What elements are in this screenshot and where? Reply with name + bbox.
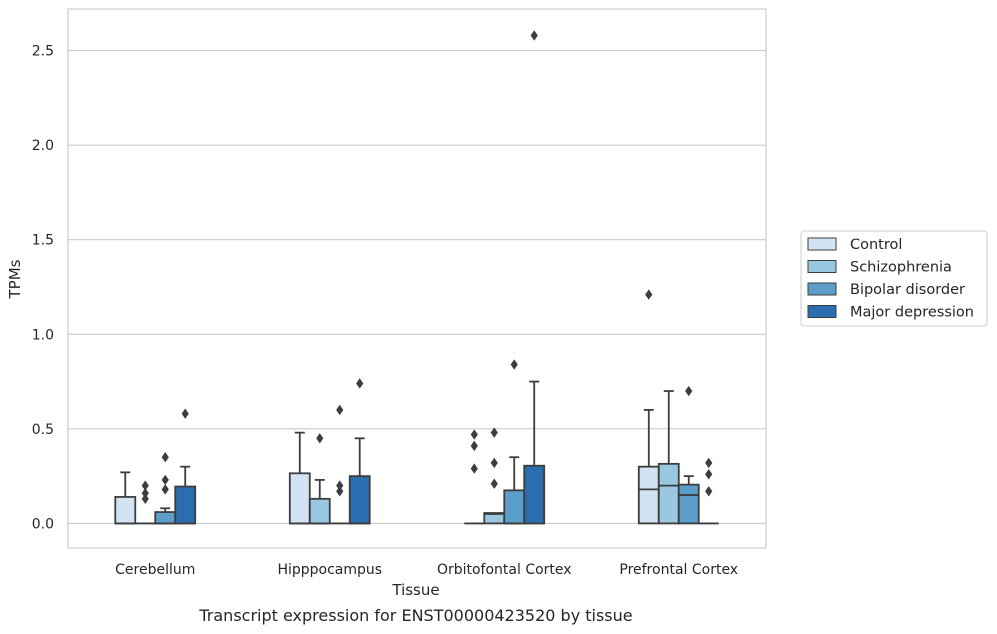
box-1-4 [637,289,660,525]
outlier-point [490,427,498,438]
y-tick-label: 2.5 [32,44,54,60]
box-2-4 [657,390,680,525]
x-tick-label: Cerebellum [115,562,195,578]
box-3-4 [677,385,700,525]
box-2-2 [308,433,331,525]
legend-label: Control [850,237,902,253]
box-2-1 [135,480,156,525]
outlier-point [530,30,538,41]
legend-label: Bipolar disorder [850,282,965,298]
box-2-3 [483,427,506,525]
y-axis-label: TPMs [6,259,24,299]
x-tick-label: Hipppocampus [277,562,382,578]
y-tick-label: 2.0 [32,138,54,154]
box-iqr [348,475,371,525]
outlier-point [470,463,478,474]
outlier-point [316,433,324,444]
outlier-point [161,484,169,495]
outlier-point [470,440,478,452]
plot-frame [67,8,767,549]
legend-swatch [807,237,837,251]
box-4-1 [174,408,197,525]
outlier-point [161,452,169,463]
box-3-3 [503,359,526,525]
box-iqr [637,465,660,525]
outlier-point [336,480,344,491]
legend-frame [800,230,988,327]
outlier-point [510,359,518,370]
outlier-point [490,457,498,469]
outlier-point [356,378,364,389]
legend-swatch [807,260,837,273]
box-iqr [308,497,331,525]
box-iqr [174,485,197,525]
y-tick-label: 0.0 [32,516,54,532]
chart-caption: Transcript expression for ENST0000042352… [199,606,633,625]
y-tick-label: 1.5 [32,233,54,249]
legend: Control Schizophrenia Bipolar disorder Majo… [800,230,988,327]
outlier-point [470,429,478,440]
outlier-point [161,474,169,486]
legend-label: Schizophrenia [850,260,952,276]
box-iqr [154,511,177,525]
box-1-2 [288,431,311,525]
y-gridlines [68,50,766,524]
x-tick-labels: Cerebellum Hipppocampus Orbitofontal Corte… [115,562,738,578]
legend-swatch [807,282,837,296]
outlier-point [141,487,149,499]
outlier-point [705,469,713,480]
box-4-3 [523,30,546,525]
outlier-point [645,289,653,300]
x-tick-label: Prefrontal Cortex [619,562,738,578]
boxes [114,30,719,525]
outlier-point [705,457,713,469]
y-tick-label: 0.5 [32,422,54,438]
box-iqr [677,483,700,525]
outlier-point [685,385,693,397]
legend-swatch [807,305,837,318]
box-iqr [657,462,680,525]
box-iqr [523,464,546,525]
outlier-point [336,486,344,497]
box-1-3 [464,429,485,525]
box-4-4 [698,457,719,525]
outlier-point [141,493,149,505]
y-tick-labels: 0.0 0.5 1.0 1.5 2.0 2.5 [32,44,54,533]
box-iqr [288,472,311,525]
x-tick-label: Orbitofontal Cortex [437,562,572,578]
outlier-point [141,480,149,491]
outlier-point [336,404,344,416]
x-axis-label: Tissue [391,581,439,599]
legend-label: Major depression [850,305,974,321]
box-3-2 [329,404,350,525]
outlier-point [490,478,498,489]
box-3-1 [154,452,177,525]
box-iqr [114,496,137,525]
outlier-point [181,408,189,419]
y-tick-label: 1.0 [32,327,54,343]
box-1-1 [114,471,137,525]
box-iqr [503,489,526,525]
outlier-point [705,486,713,497]
box-4-2 [348,378,371,525]
